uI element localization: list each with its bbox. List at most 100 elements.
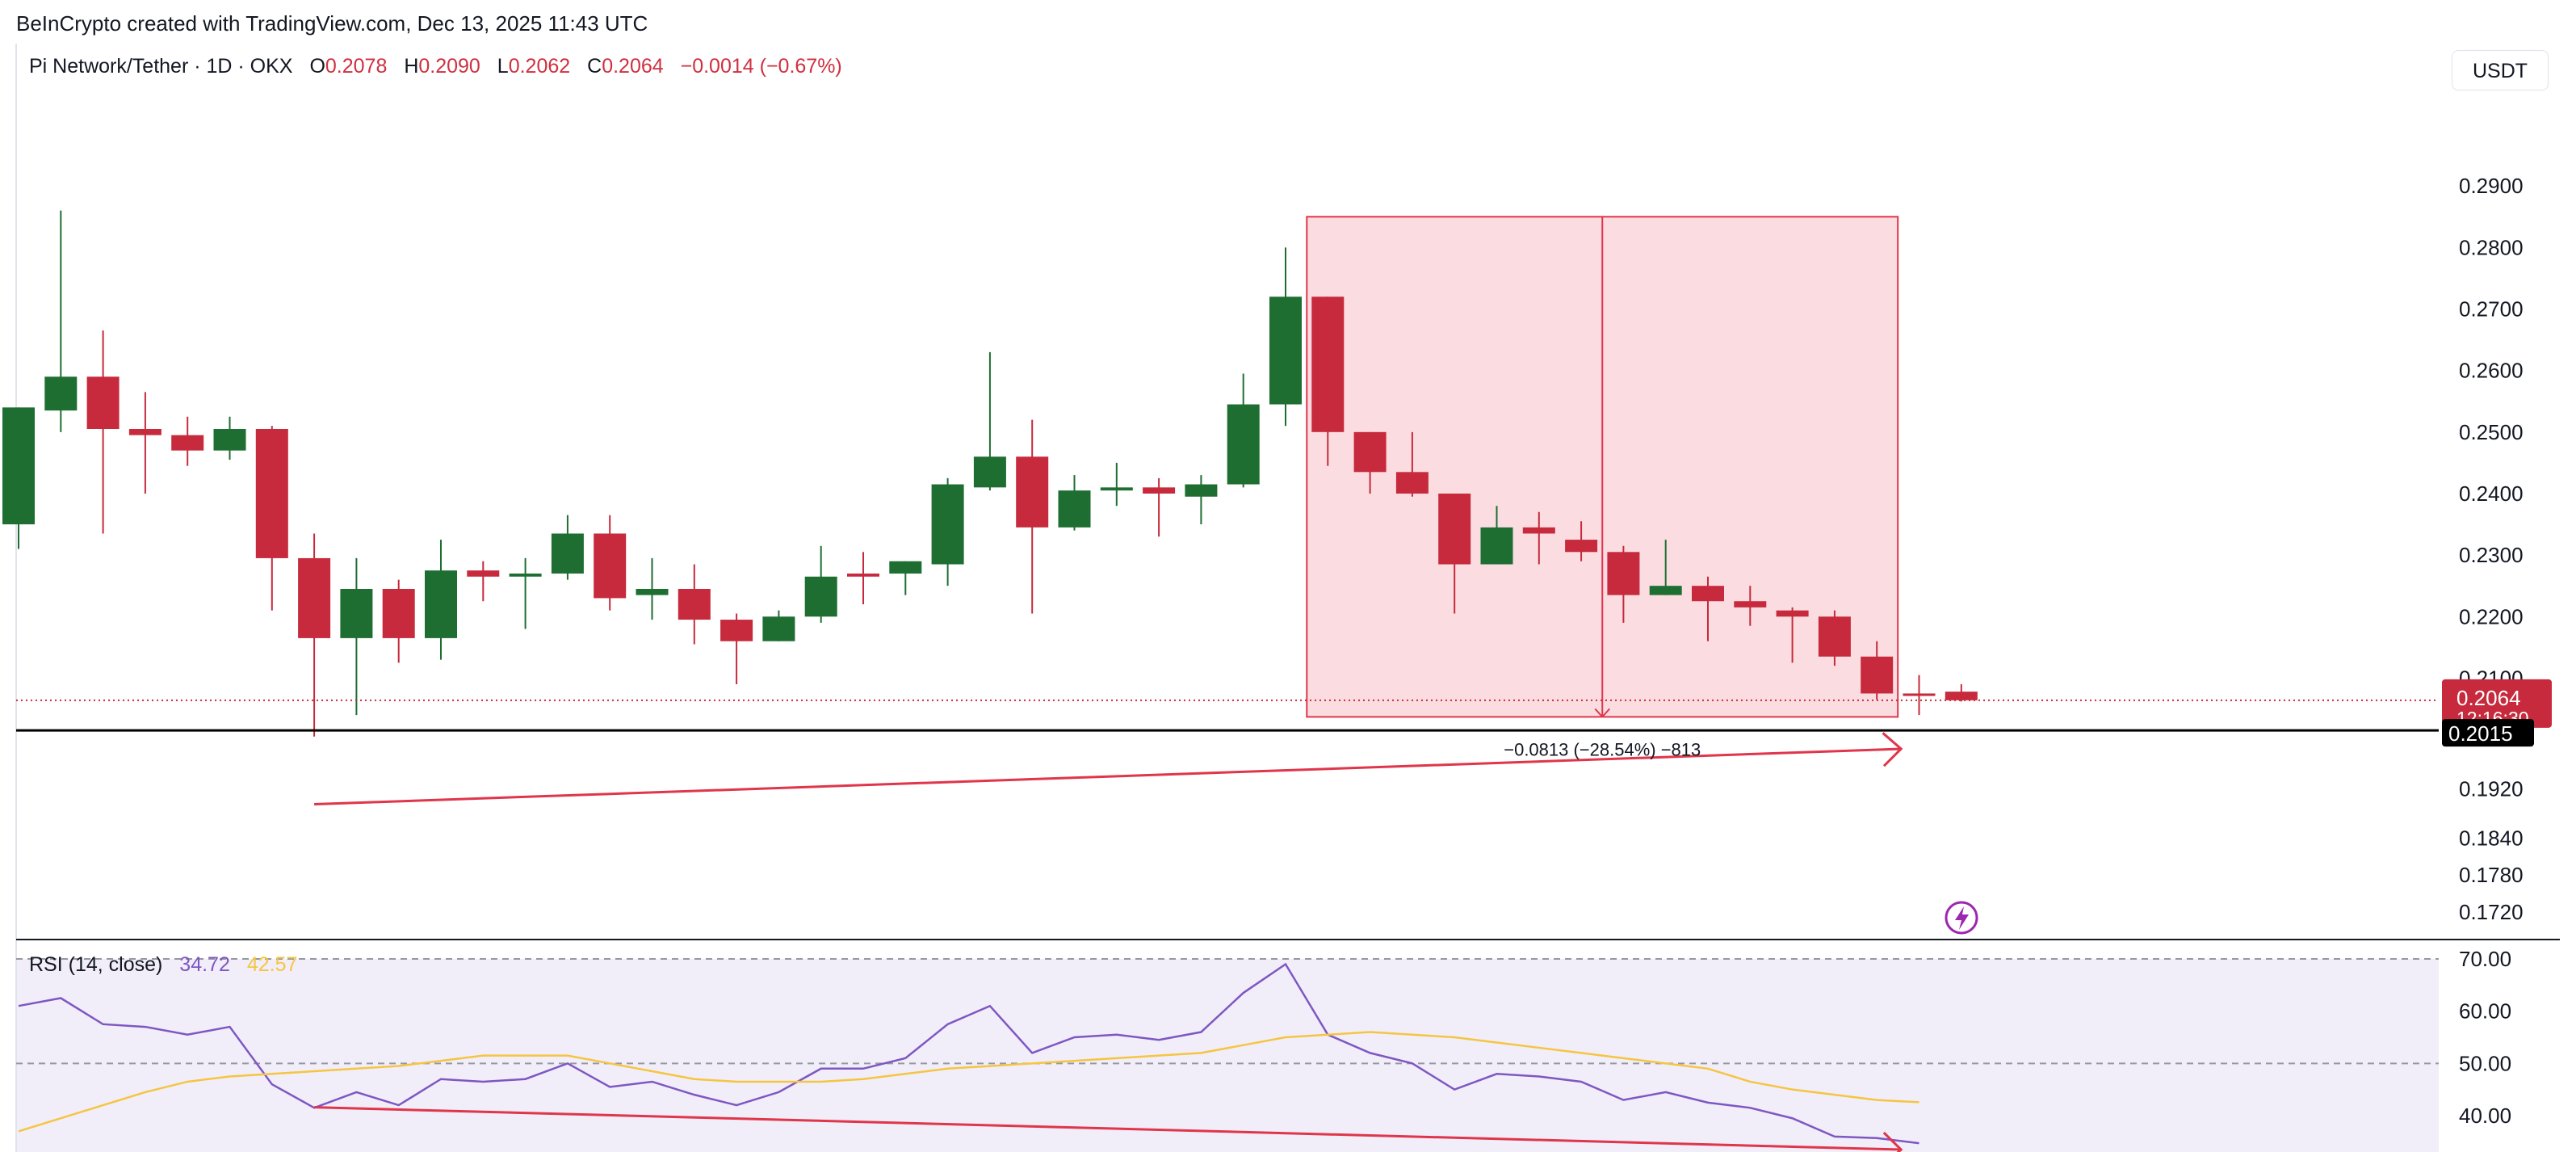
rsi-legend[interactable]: RSI (14, close) 34.72 42.57 bbox=[29, 953, 297, 977]
price-tick-label: 0.2600 bbox=[2459, 359, 2524, 383]
candle-down bbox=[720, 620, 753, 641]
candle-up bbox=[931, 484, 964, 565]
candle-down bbox=[1818, 616, 1851, 657]
candle-down bbox=[1607, 552, 1640, 595]
price-axis[interactable]: 0.2900 0.2800 0.2700 0.2600 0.2500 0.2400 0.23… bbox=[2459, 174, 2524, 924]
candle-up bbox=[1185, 484, 1218, 497]
change-value: −0.0014 (−0.67%) bbox=[680, 55, 842, 78]
candle-up bbox=[551, 533, 584, 574]
rsi-title[interactable]: RSI (14, close) bbox=[29, 953, 163, 976]
price-tick-label: 0.2900 bbox=[2459, 174, 2524, 198]
candle-up bbox=[340, 588, 373, 638]
rsi-axis[interactable]: 70.00 60.00 50.00 40.00 bbox=[2459, 947, 2511, 1128]
candle-down bbox=[128, 429, 162, 435]
candle-down bbox=[1311, 296, 1345, 432]
candle-down bbox=[1395, 472, 1429, 494]
candle-up bbox=[1269, 296, 1302, 405]
price-tick-label: 0.1840 bbox=[2459, 826, 2524, 850]
candle-down bbox=[1945, 692, 1978, 700]
rsi-trendline[interactable] bbox=[314, 1106, 1902, 1151]
candle-up bbox=[973, 456, 1006, 488]
candle-up bbox=[889, 561, 922, 574]
price-trendline-arrowhead bbox=[1882, 732, 1903, 767]
candle-down bbox=[1776, 610, 1809, 617]
candle-down bbox=[1734, 601, 1767, 608]
candle-up bbox=[1100, 487, 1133, 491]
current-price-text: 0.2064 bbox=[2456, 686, 2521, 710]
candle-down bbox=[171, 435, 204, 451]
price-trendline[interactable] bbox=[314, 747, 1902, 806]
price-tick-label: 0.1780 bbox=[2459, 863, 2524, 887]
symbol-legend[interactable]: Pi Network/Tether · 1D · OKX O0.2078 H0.… bbox=[29, 55, 842, 78]
low-value: 0.2062 bbox=[508, 55, 571, 78]
candle-down bbox=[467, 570, 500, 577]
currency-button[interactable]: USDT bbox=[2452, 50, 2549, 90]
open-value: 0.2078 bbox=[325, 55, 388, 78]
rsi-tick-label: 60.00 bbox=[2459, 999, 2511, 1024]
candle-down bbox=[1565, 540, 1598, 553]
measure-arrow-head-left bbox=[1594, 708, 1603, 718]
low-label: L bbox=[497, 55, 509, 78]
high-value: 0.2090 bbox=[418, 55, 480, 78]
candle-up bbox=[44, 376, 78, 411]
candle-down bbox=[255, 429, 288, 558]
candle-up bbox=[2, 407, 35, 525]
support-price-text: 0.2015 bbox=[2448, 721, 2513, 746]
measure-arrow-head-right bbox=[1601, 708, 1610, 718]
candle-up bbox=[804, 576, 837, 617]
price-tick-label: 0.1720 bbox=[2459, 900, 2524, 924]
price-tick-label: 0.2500 bbox=[2459, 420, 2524, 444]
rsi-tick-label: 40.00 bbox=[2459, 1104, 2511, 1128]
rsi-band bbox=[16, 959, 2439, 1152]
candle-up bbox=[636, 588, 669, 595]
candle-up bbox=[425, 570, 457, 638]
candle-down bbox=[1353, 431, 1387, 473]
candle-down bbox=[86, 376, 120, 430]
price-tick-label: 0.2200 bbox=[2459, 604, 2524, 629]
price-tick-label: 0.2400 bbox=[2459, 481, 2524, 506]
candle-up bbox=[1480, 527, 1513, 565]
rsi-value: 34.72 bbox=[179, 953, 230, 976]
candle-down bbox=[1522, 527, 1555, 534]
rsi-tick-label: 50.00 bbox=[2459, 1051, 2511, 1075]
close-label: C bbox=[587, 55, 602, 78]
candle-up bbox=[1649, 586, 1682, 595]
candle-down bbox=[1143, 487, 1176, 494]
open-label: O bbox=[309, 55, 325, 78]
candle-up bbox=[762, 616, 795, 641]
candle-down bbox=[298, 557, 331, 638]
symbol-name[interactable]: Pi Network/Tether · 1D · OKX bbox=[29, 55, 293, 78]
lightning-icon[interactable] bbox=[1945, 901, 1978, 935]
candle-up bbox=[509, 573, 542, 577]
attribution-text: BeInCrypto created with TradingView.com,… bbox=[16, 11, 648, 36]
candle-down bbox=[678, 588, 711, 620]
candle-down bbox=[847, 573, 879, 577]
rsi-tick-label: 70.00 bbox=[2459, 947, 2511, 971]
candles-layer bbox=[2, 210, 1978, 737]
candle-down bbox=[382, 588, 415, 638]
candle-up bbox=[213, 429, 246, 451]
price-tick-label: 0.1920 bbox=[2459, 776, 2524, 801]
rsi-line bbox=[18, 962, 1919, 1145]
price-tick-label: 0.2800 bbox=[2459, 235, 2524, 259]
candle-up bbox=[1227, 404, 1260, 485]
candle-down bbox=[1692, 586, 1724, 602]
rsi-ma-line bbox=[18, 1031, 1919, 1133]
price-tick-label: 0.2300 bbox=[2459, 543, 2524, 567]
candle-down bbox=[1903, 693, 1936, 696]
price-tick-label: 0.2700 bbox=[2459, 297, 2524, 322]
candle-down bbox=[1016, 456, 1049, 528]
rsi-ma-value: 42.57 bbox=[246, 953, 298, 976]
support-price-tag: 0.2015 bbox=[2442, 719, 2534, 747]
measure-label: −0.0813 (−28.54%) −813 bbox=[1504, 739, 1701, 759]
candle-down bbox=[594, 533, 627, 599]
candle-up bbox=[1058, 490, 1091, 528]
candle-down bbox=[1861, 656, 1894, 694]
close-value: 0.2064 bbox=[602, 55, 664, 78]
high-label: H bbox=[404, 55, 419, 78]
rsi-layer bbox=[16, 958, 2439, 1145]
candle-down bbox=[1438, 493, 1471, 565]
rsi-trendline-arrowhead bbox=[1882, 1131, 1903, 1152]
